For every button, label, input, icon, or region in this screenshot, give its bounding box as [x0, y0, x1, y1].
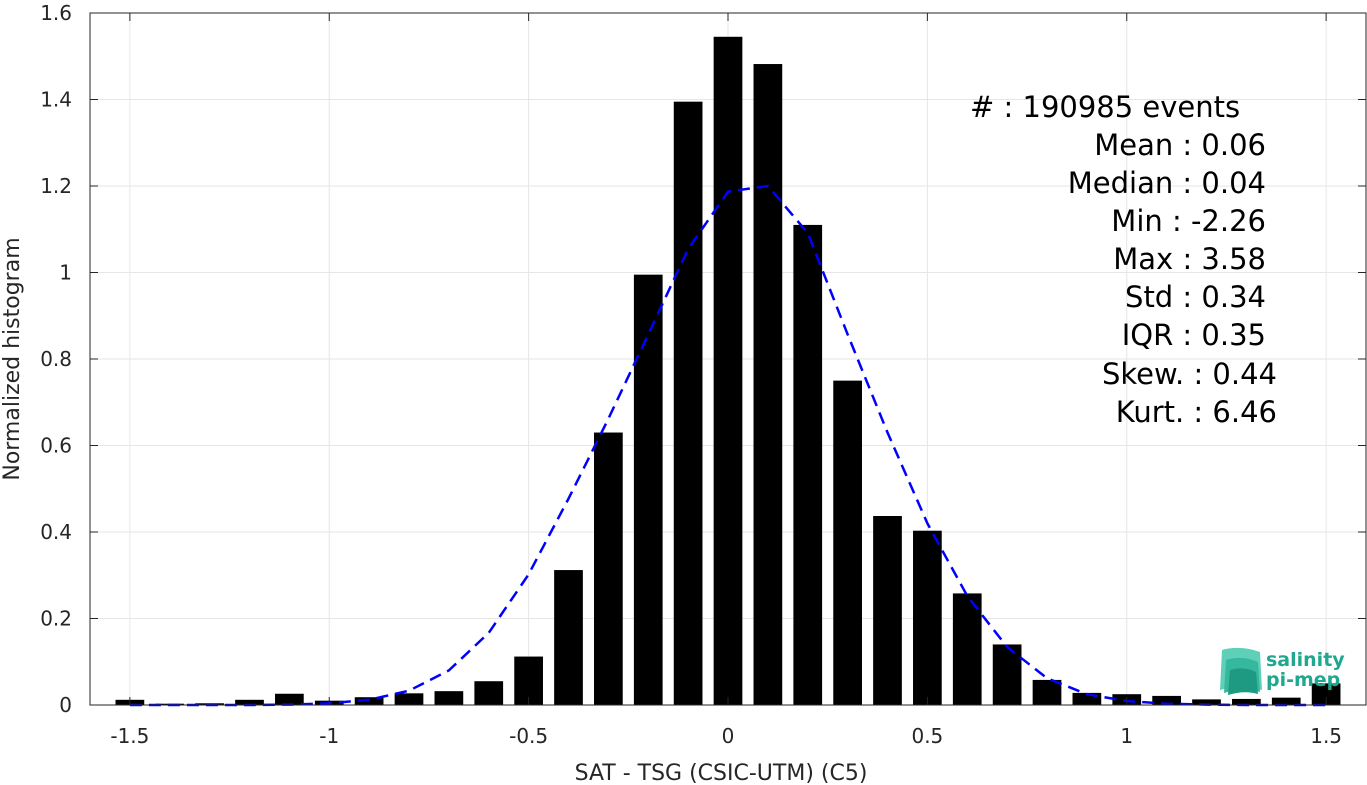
histogram-bar	[394, 693, 424, 705]
histogram-bar	[873, 515, 902, 705]
y-tick-label: 0.8	[40, 347, 72, 371]
stat-events: # : 190985 events	[970, 90, 1240, 124]
stat-max: Max : 3.58	[1113, 242, 1266, 276]
y-tick-label: 1.2	[40, 174, 72, 198]
y-tick-label: 0.6	[40, 434, 72, 458]
histogram-bar	[474, 681, 504, 705]
histogram-bar	[913, 530, 942, 705]
histogram-bar	[793, 224, 823, 706]
histogram-bar	[952, 593, 982, 705]
histogram-bar	[1271, 697, 1301, 705]
y-tick-label: 0	[59, 693, 72, 717]
y-tick-label: 1.4	[40, 88, 72, 112]
y-tick-label: 0.2	[40, 607, 72, 631]
histogram-bars	[115, 36, 1341, 706]
histogram-bar	[833, 380, 862, 705]
histogram-bar	[235, 699, 264, 705]
histogram-bar	[354, 697, 384, 705]
logo-wave-icon	[1220, 647, 1262, 695]
histogram-bar	[594, 432, 623, 705]
histogram-bar	[554, 570, 583, 705]
x-tick-labels: -1.5 -1 -0.5 0 0.5 1 1.5	[110, 724, 1342, 748]
y-tick-label: 1	[59, 261, 72, 285]
histogram-bar	[434, 691, 464, 705]
histogram-bar	[992, 644, 1022, 705]
histogram-bar	[673, 101, 703, 706]
x-axis-title: SAT - TSG (CSIC-UTM) (C5)	[575, 761, 868, 785]
stat-mean: Mean : 0.06	[1094, 128, 1266, 162]
histogram-bar	[753, 64, 783, 705]
x-tick-label: 1.5	[1310, 724, 1342, 748]
histogram-bar	[1192, 699, 1221, 705]
logo-line1: salinity	[1266, 649, 1345, 671]
x-tick-label: -1	[319, 724, 339, 748]
x-tick-label: 0.5	[911, 724, 943, 748]
x-tick-label: 1	[1120, 724, 1133, 748]
histogram-bar	[713, 36, 743, 706]
y-tick-label: 1.6	[40, 1, 72, 25]
histogram-bar	[514, 656, 543, 705]
statistics-box: # : 190985 events Mean : 0.06 Median : 0…	[970, 90, 1277, 429]
x-tick-label: 0	[722, 724, 735, 748]
histogram-bar	[1152, 695, 1181, 705]
stat-min: Min : -2.26	[1111, 204, 1266, 238]
axis-ticks	[90, 12, 1366, 706]
histogram-bar	[633, 274, 663, 705]
stat-kurt: Kurt. : 6.46	[1116, 395, 1277, 429]
y-tick-labels: 0 0.2 0.4 0.6 0.8 1 1.2 1.4 1.6	[40, 1, 72, 717]
x-tick-label: -0.5	[509, 724, 548, 748]
logo-line2: pi-mep	[1266, 669, 1340, 691]
histogram-bar	[1311, 683, 1341, 705]
y-tick-label: 0.4	[40, 520, 72, 544]
stat-median: Median : 0.04	[1068, 166, 1266, 200]
y-axis-title: Normalized histogram	[0, 237, 25, 480]
stat-skew: Skew. : 0.44	[1102, 357, 1277, 391]
stat-std: Std : 0.34	[1125, 280, 1266, 314]
histogram-bar	[275, 693, 304, 705]
histogram-bar	[1232, 698, 1261, 705]
salinity-pi-mep-logo: salinity pi-mep	[1220, 647, 1345, 695]
stat-iqr: IQR : 0.35	[1122, 318, 1266, 352]
histogram-bar	[1032, 679, 1062, 705]
x-tick-label: -1.5	[110, 724, 149, 748]
